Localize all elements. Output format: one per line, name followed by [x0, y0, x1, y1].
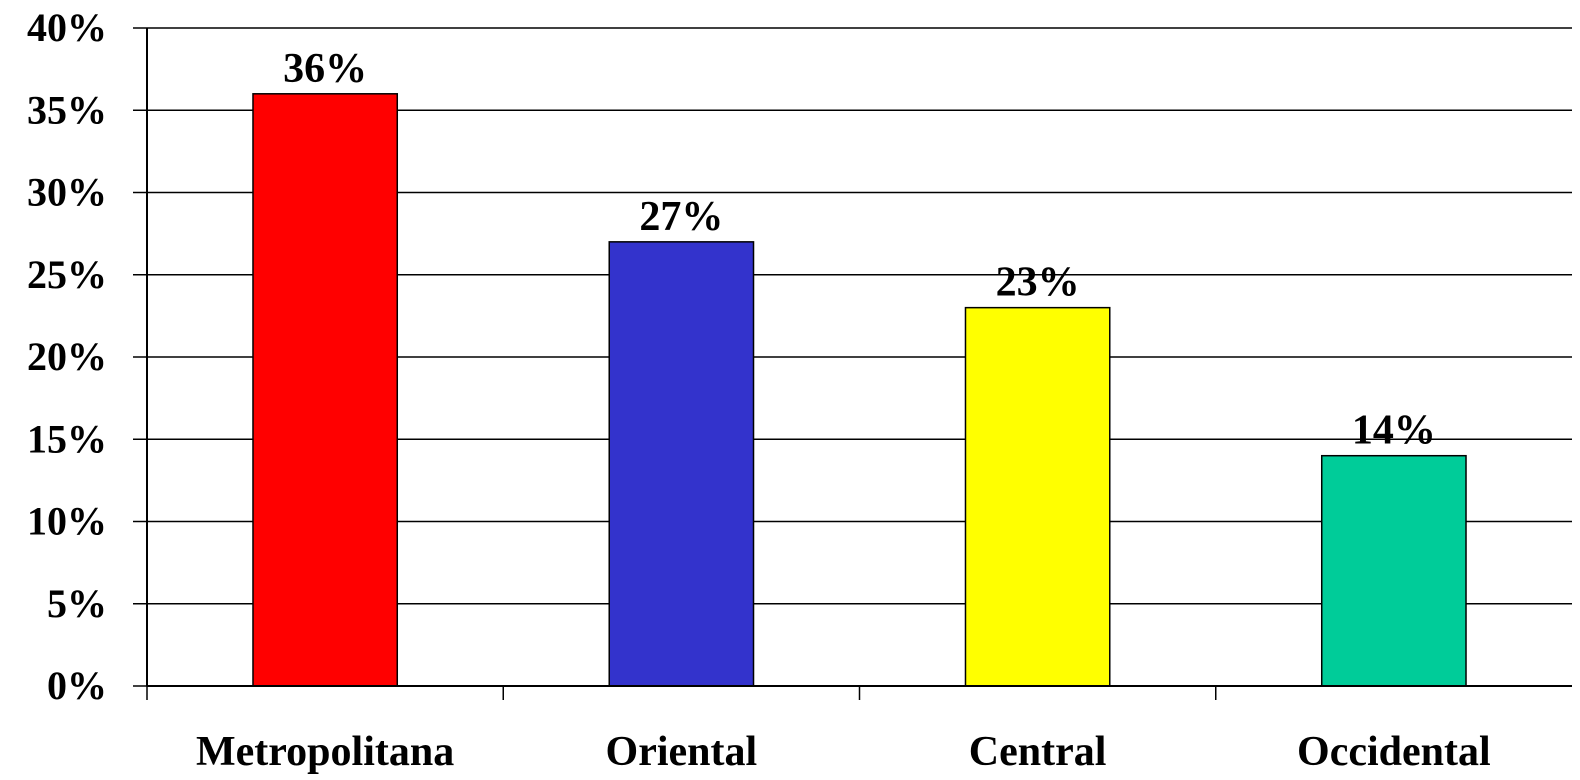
data-label: 14% — [1352, 408, 1436, 454]
bar — [964, 306, 1111, 687]
y-tick-label: 15% — [27, 416, 107, 461]
data-labels: 36% 27% 23% 14% — [283, 46, 1436, 454]
y-tick-label: 35% — [27, 87, 107, 132]
y-tick-label: 30% — [27, 170, 107, 215]
bar — [252, 93, 399, 687]
y-tick-label: 40% — [27, 5, 107, 50]
y-tick-label: 5% — [47, 581, 107, 626]
x-axis-ticks — [146, 686, 1217, 700]
category-label: Central — [969, 729, 1107, 775]
category-label: Oriental — [606, 729, 758, 775]
bar — [608, 241, 755, 687]
category-label: Occidental — [1297, 729, 1491, 775]
y-axis-ticks: 0% 5% 10% 15% 20% 25% 30% 35% 40% — [27, 5, 147, 708]
y-tick-label: 0% — [47, 663, 107, 708]
category-labels: Metropolitana Oriental Central Occidental — [196, 729, 1491, 775]
bar — [1320, 454, 1467, 687]
y-tick-label: 20% — [27, 334, 107, 379]
y-tick-label: 10% — [27, 499, 107, 544]
bars — [252, 93, 1467, 687]
data-label: 27% — [639, 194, 723, 240]
y-tick-label: 25% — [27, 252, 107, 297]
data-label: 36% — [283, 46, 367, 92]
data-label: 23% — [996, 260, 1080, 306]
category-label: Metropolitana — [196, 729, 454, 775]
